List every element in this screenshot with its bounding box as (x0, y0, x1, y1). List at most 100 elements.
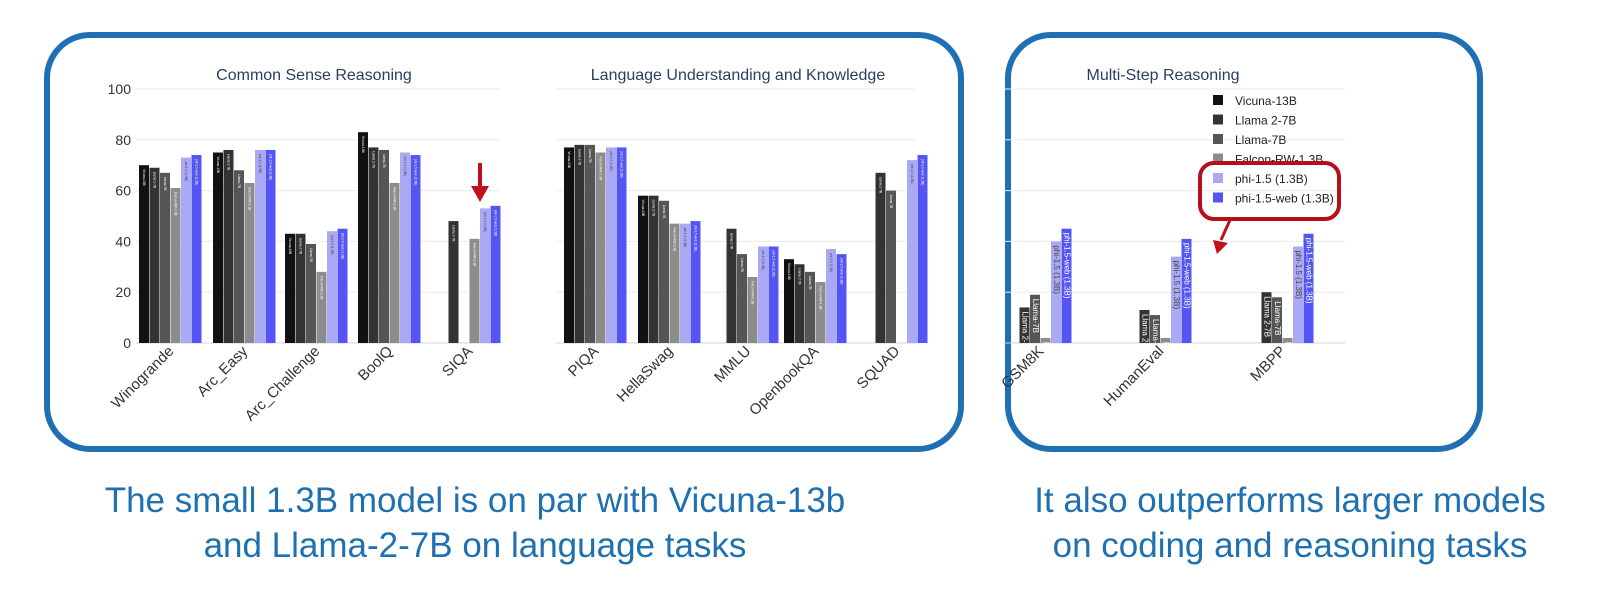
bar-1-1-0 (638, 195, 648, 343)
bar-1-1-4 (680, 223, 690, 343)
bar-0-2-0 (285, 233, 295, 343)
bar-label-1-0-0: Vicuna-13B (567, 151, 571, 167)
caption-left-line-2: and Llama-2-7B on language tasks (203, 526, 747, 565)
bar-label-0-3-4: phi-1.5 (1.3B) (403, 157, 407, 176)
bar-label-0-2-3: Falcon-RW-1.3B (320, 276, 324, 299)
caption-right-line-2: on coding and reasoning tasks (1052, 526, 1528, 565)
bar-1-4-4 (907, 160, 917, 343)
bar-1-0-2 (585, 144, 595, 343)
bar-0-1-4 (255, 149, 265, 343)
bar-label-0-0-5: phi-1.5-web (1.3B) (195, 159, 199, 185)
bar-label-1-4-1: Llama 2-7B (879, 177, 883, 193)
legend-label-5: phi-1.5-web (1.3B) (1235, 192, 1334, 206)
bar-label-2-1-4: phi-1.5 (1.3B) (1172, 261, 1181, 310)
bar-1-0-1 (574, 144, 585, 343)
bar-label-1-0-3: Falcon-RW-1.3B (599, 157, 603, 180)
x-tick-label-1-0: PIQA (565, 343, 602, 380)
bar-1-3-0 (784, 259, 794, 343)
bar-2-0-5 (1061, 228, 1072, 343)
bar-0-1-0 (213, 152, 223, 343)
bar-label-1-2-5: phi-1.5-web (1.3B) (772, 250, 776, 276)
bar-label-0-0-1: Llama 2-7B (153, 172, 157, 188)
bar-1-3-2 (805, 271, 815, 343)
bar-1-3-3 (815, 282, 826, 343)
bar-2-0-4 (1051, 241, 1061, 343)
bar-label-0-3-2: Llama-7B (382, 154, 386, 168)
bar-2-2-3 (1282, 337, 1293, 343)
bar-label-1-2-4: phi-1.5 (1.3B) (761, 250, 765, 269)
bar-label-1-3-0: Vicuna-13B (787, 263, 791, 279)
bar-label-0-3-3: Falcon-RW-1.3B (393, 187, 397, 210)
bar-label-0-1-4: phi-1.5 (1.3B) (258, 154, 262, 173)
bar-0-4-3 (469, 238, 480, 343)
bar-label-1-2-2: Llama-7B (740, 258, 744, 272)
bar-0-1-2 (234, 170, 244, 343)
bar-2-0-1 (1019, 307, 1030, 343)
siqa-arrow-head (471, 186, 489, 202)
bar-label-0-0-4: phi-1.5 (1.3B) (184, 162, 188, 181)
bar-2-1-4 (1171, 256, 1181, 343)
bar-label-0-4-1: Llama 2-7B (452, 225, 456, 241)
bar-0-3-0 (358, 132, 368, 343)
bar-2-1-1 (1139, 309, 1150, 343)
bar-1-1-1 (648, 195, 659, 343)
bar-1-4-2 (886, 190, 896, 343)
bar-label-0-0-0: Vicuna-13B (142, 169, 146, 185)
bar-label-0-1-2: Llama-7B (237, 174, 241, 188)
bar-2-1-2 (1150, 315, 1160, 343)
bar-label-0-3-1: Llama 2-7B (372, 151, 376, 167)
bar-label-2-1-2: Llama-7B (1151, 319, 1160, 353)
bar-label-2-2-5: phi-1.5-web (1.3B) (1304, 238, 1313, 304)
bar-2-1-5 (1181, 238, 1192, 343)
x-tick-label-0-4: SIQA (439, 343, 476, 380)
right-panel-frame (1005, 32, 1483, 452)
bar-0-4-1 (448, 221, 459, 343)
bar-label-1-1-5: phi-1.5-web (1.3B) (694, 225, 698, 251)
bar-1-0-0 (564, 147, 574, 343)
highlight-arrow-shaft (1219, 219, 1232, 241)
bar-1-0-5 (616, 147, 627, 343)
bar-label-1-0-1: Llama 2-7B (578, 149, 582, 165)
bar-label-0-4-5: phi-1.5-web (1.3B) (494, 210, 498, 236)
bar-label-1-4-5: phi-1.5-web (1.3B) (921, 159, 925, 185)
bar-0-3-3 (389, 182, 400, 343)
bar-2-2-2 (1272, 297, 1282, 343)
x-tick-label-1-3: OpenbookQA (746, 343, 822, 419)
bar-label-1-1-1: Llama 2-7B (652, 200, 656, 216)
bar-1-0-3 (595, 152, 606, 343)
bar-0-2-2 (306, 243, 316, 343)
bar-label-1-0-4: phi-1.5 (1.3B) (609, 151, 613, 170)
bar-1-2-4 (758, 246, 768, 343)
legend-swatch-5 (1213, 192, 1223, 203)
bar-0-0-4 (181, 157, 191, 343)
bar-0-2-1 (295, 233, 306, 343)
left-panel-frame (44, 32, 964, 452)
bar-0-3-4 (400, 152, 410, 343)
legend-highlight-box (1198, 161, 1341, 221)
group-title-0: Common Sense Reasoning (216, 67, 412, 84)
caption-right: It also outperforms larger models on cod… (995, 478, 1585, 568)
bar-label-0-3-5: phi-1.5-web (1.3B) (414, 159, 418, 185)
bar-1-2-5 (768, 246, 779, 343)
bar-label-1-1-3: Falcon-RW-1.3B (673, 228, 677, 251)
x-tick-label-2-1: HumanEval (1100, 343, 1167, 410)
caption-right-line-1: It also outperforms larger models (1034, 481, 1546, 520)
x-tick-label-1-1: HellaSwag (614, 343, 677, 406)
bar-0-0-3 (170, 188, 181, 343)
legend-swatch-2 (1213, 134, 1223, 144)
bar-label-1-3-1: Llama 2-7B (798, 268, 802, 284)
bar-label-1-4-2: Llama-7B (889, 195, 893, 209)
bar-label-0-2-0: Vicuna-13B (288, 238, 292, 254)
legend-swatch-3 (1213, 153, 1223, 164)
bar-label-2-0-1: Llama 2-7B (1020, 311, 1029, 352)
bar-label-0-2-1: Llama 2-7B (299, 238, 303, 254)
bar-label-0-1-3: Falcon-RW-1.3B (248, 187, 252, 210)
legend-label-0: Vicuna-13B (1235, 94, 1297, 108)
bar-0-3-2 (379, 149, 389, 343)
bar-0-0-1 (149, 167, 160, 343)
bar-label-1-0-2: Llama-7B (588, 149, 592, 163)
bar-label-1-4-4: phi-1.5 (1.3B) (910, 164, 914, 183)
bar-1-3-4 (826, 249, 836, 343)
bar-label-0-1-0: Vicuna-13B (216, 157, 220, 173)
bar-label-0-4-4: phi-1.5 (1.3B) (483, 212, 487, 231)
